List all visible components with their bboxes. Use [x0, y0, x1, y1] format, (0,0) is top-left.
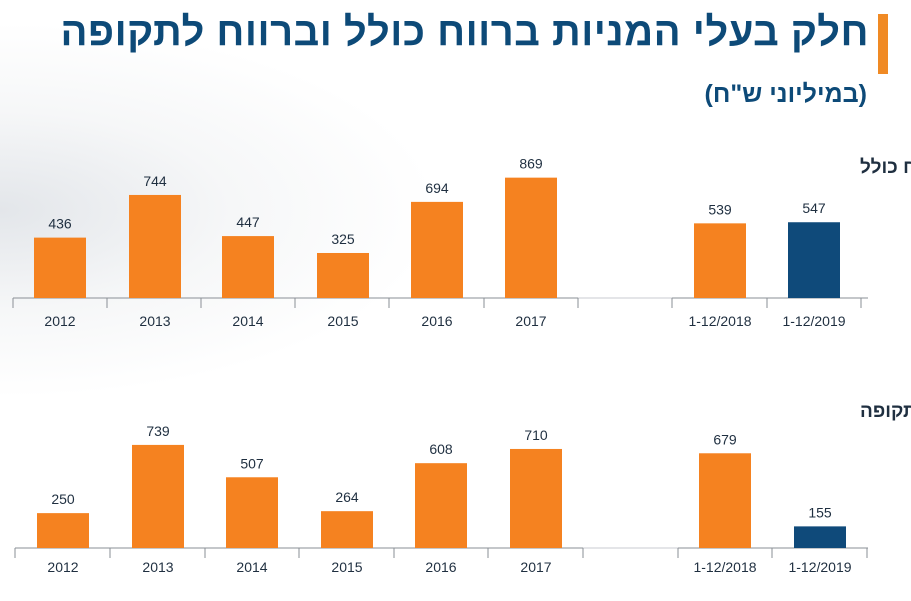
category-label: 1-12/2019	[788, 559, 851, 575]
category-label: 2014	[236, 559, 267, 575]
category-label: 2012	[47, 559, 78, 575]
data-label: 436	[48, 216, 72, 232]
title-accent-bar	[878, 14, 888, 74]
category-label: 2013	[142, 559, 173, 575]
category-label: 1-12/2018	[693, 559, 756, 575]
data-label: 744	[143, 173, 167, 189]
data-label: 447	[236, 214, 260, 230]
data-label: 325	[331, 231, 355, 247]
category-label: 2016	[421, 313, 452, 329]
data-label: 547	[802, 200, 826, 216]
data-label: 264	[335, 489, 359, 505]
bar	[794, 526, 846, 548]
bar	[222, 236, 274, 298]
category-label: 2012	[44, 313, 75, 329]
category-label: 2015	[327, 313, 358, 329]
category-label: 2013	[139, 313, 170, 329]
category-label: 2017	[515, 313, 546, 329]
bar	[132, 444, 184, 548]
bar	[321, 511, 373, 548]
data-label: 539	[708, 201, 732, 217]
data-label: 694	[425, 180, 449, 196]
page-subtitle: (במיליוני ש"ח)	[704, 80, 868, 108]
bar	[411, 201, 463, 298]
category-label: 1-12/2018	[688, 313, 751, 329]
bar	[37, 513, 89, 548]
data-label: 250	[51, 491, 75, 507]
data-label: 869	[519, 156, 543, 172]
bar	[415, 463, 467, 548]
data-label: 679	[713, 431, 737, 447]
data-label: 710	[524, 427, 548, 443]
bar	[34, 237, 86, 298]
bar	[129, 194, 181, 298]
bar	[226, 477, 278, 548]
period-profit-chart: רווח לתקופה 250 2012 739 2013 507 2014 264 2015 6…	[14, 401, 911, 575]
data-label: 739	[146, 423, 170, 439]
page-title: חלק בעלי המניות ברווח כולל וברווח לתקופה	[60, 10, 869, 54]
bar	[788, 222, 840, 298]
comprehensive-income-chart: רווח כולל 436 2012 744 2013 447 2014 325 2015 694…	[12, 156, 911, 329]
bar	[699, 453, 751, 548]
data-label: 155	[808, 504, 832, 520]
bar	[317, 252, 369, 298]
data-label: 608	[429, 441, 453, 457]
category-label: 2016	[425, 559, 456, 575]
data-label: 507	[240, 455, 264, 471]
chart-title: רווח כולל	[860, 157, 911, 178]
category-label: 2017	[520, 559, 551, 575]
category-label: 2014	[232, 313, 263, 329]
bar	[694, 223, 746, 298]
bar	[510, 448, 562, 548]
category-label: 2015	[331, 559, 362, 575]
category-label: 1-12/2019	[782, 313, 845, 329]
bar	[505, 177, 557, 298]
chart-title: רווח לתקופה	[860, 401, 911, 422]
